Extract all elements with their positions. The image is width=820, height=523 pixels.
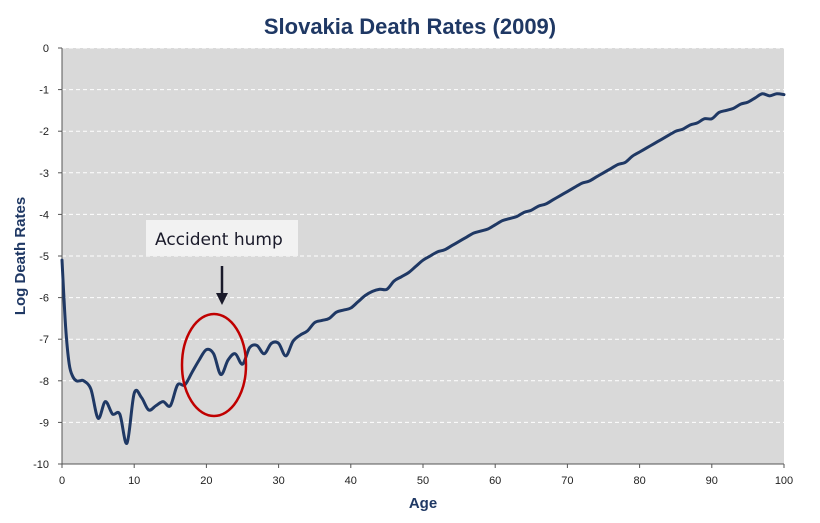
annotation-text: Accident hump: [155, 230, 283, 250]
axes: [58, 47, 785, 468]
y-tick-label: 0: [43, 43, 49, 55]
x-tick-label: 100: [775, 475, 793, 487]
y-tick-label: -4: [39, 209, 49, 221]
y-tick-label: -3: [39, 168, 49, 180]
y-tick-label: -5: [39, 251, 49, 263]
annotation-arrow-head: [216, 293, 228, 305]
y-axis-title: Log Death Rates: [12, 197, 29, 315]
y-tick-label: -6: [39, 293, 49, 305]
annotation-box: [146, 220, 298, 256]
y-tick-label: -1: [39, 85, 49, 97]
x-tick-label: 50: [417, 475, 429, 487]
series-line: [60, 92, 786, 445]
annotation-group: Accident hump: [146, 220, 298, 418]
chart-title: Slovakia Death Rates (2009): [264, 14, 556, 39]
y-tick-label: -8: [39, 376, 49, 388]
y-tick-label: -7: [39, 334, 49, 346]
x-tick-label: 10: [128, 475, 140, 487]
x-tick-label: 90: [706, 475, 718, 487]
x-tick-label: 20: [200, 475, 212, 487]
x-axis-title: Age: [409, 495, 437, 512]
y-tick-label: -2: [39, 126, 49, 138]
y-tick-label: -10: [33, 459, 49, 471]
x-tick-label: 30: [272, 475, 284, 487]
y-tick-label: -9: [39, 417, 49, 429]
series-layer: [60, 92, 786, 445]
x-tick-label: 80: [633, 475, 645, 487]
accident-hump-circle: [180, 312, 248, 418]
x-tick-label: 60: [489, 475, 501, 487]
x-tick-label: 70: [561, 475, 573, 487]
tick-labels: 0 -1 -2 -3 -4 -5 -6 -7 -8 -9 -10 0 10 20 30 40 50 60 70 80 9…: [33, 43, 793, 487]
x-tick-label: 0: [59, 475, 65, 487]
x-tick-label: 40: [345, 475, 357, 487]
